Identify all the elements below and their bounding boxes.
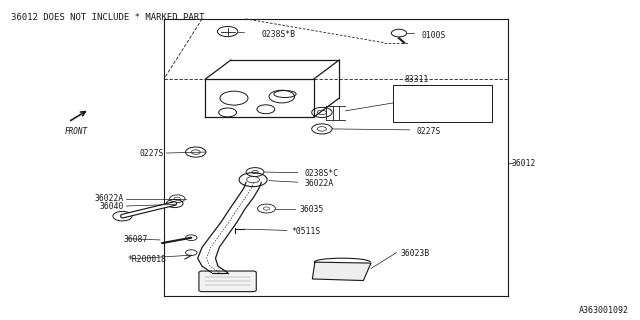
- Polygon shape: [312, 262, 371, 281]
- Text: 36022A: 36022A: [305, 179, 334, 188]
- Text: 0238S*B: 0238S*B: [261, 30, 296, 39]
- Text: 36023B: 36023B: [401, 249, 430, 258]
- Text: 36040: 36040: [99, 203, 124, 212]
- Text: 0227S: 0227S: [417, 127, 441, 136]
- Text: *0511S: *0511S: [291, 227, 321, 236]
- Bar: [394, 85, 492, 122]
- Text: A363001092: A363001092: [579, 306, 629, 315]
- Text: *R200018: *R200018: [127, 255, 166, 264]
- Text: 36035: 36035: [300, 205, 324, 214]
- Text: 0100S: 0100S: [421, 31, 445, 40]
- Text: 36012: 36012: [511, 159, 536, 168]
- Text: 0238S*C: 0238S*C: [305, 170, 339, 179]
- Text: 83311: 83311: [404, 75, 429, 84]
- Text: 36022A: 36022A: [95, 194, 124, 203]
- FancyBboxPatch shape: [199, 271, 256, 292]
- Text: 36087: 36087: [124, 235, 148, 244]
- Text: 0227S: 0227S: [140, 149, 164, 158]
- Text: 36012 DOES NOT INCLUDE * MARKED PART: 36012 DOES NOT INCLUDE * MARKED PART: [11, 13, 204, 22]
- Text: FRONT: FRONT: [65, 127, 88, 136]
